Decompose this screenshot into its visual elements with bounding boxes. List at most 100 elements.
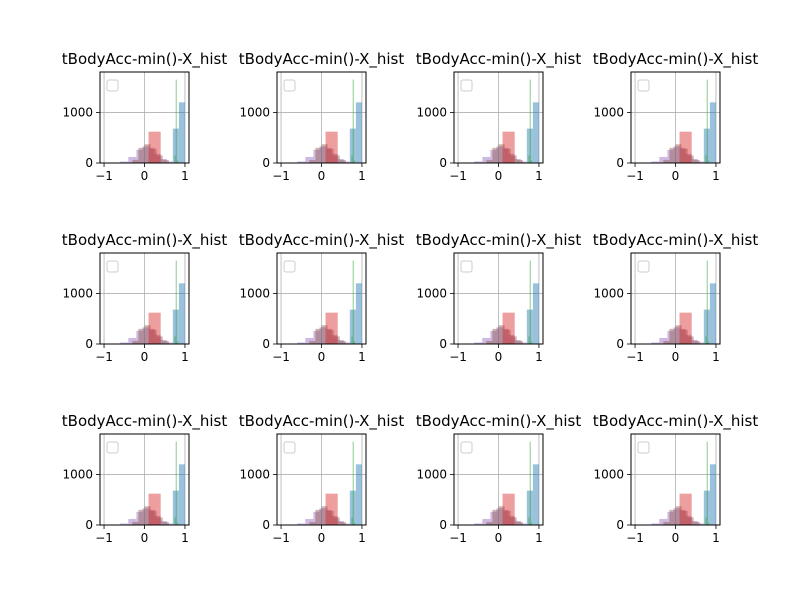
hist-bar	[352, 441, 354, 525]
hist-bar	[673, 146, 680, 163]
hist-bar	[498, 506, 505, 525]
hist-bar	[333, 517, 340, 525]
hist-bar	[514, 158, 521, 163]
hist-bar	[319, 146, 326, 163]
hist-bar	[148, 328, 155, 344]
hist-bar	[529, 441, 531, 525]
hist-bar	[502, 131, 515, 163]
hist-bar	[697, 342, 704, 344]
hist-bar	[504, 148, 511, 163]
hist-bar	[486, 340, 493, 344]
hist-bar	[659, 156, 668, 163]
hist-bar	[138, 147, 145, 163]
hist-bar	[482, 518, 491, 525]
hist-bar	[530, 522, 533, 525]
hist-bar	[337, 339, 344, 344]
hist-bar	[667, 511, 674, 525]
y-tick-label: 0	[85, 156, 93, 170]
hist-bar	[321, 506, 328, 525]
hist-bar	[687, 517, 694, 525]
hist-bar	[510, 155, 517, 163]
hist-bar	[136, 511, 143, 525]
hist-bar	[120, 523, 129, 525]
hist-bar	[156, 155, 163, 163]
x-tick-label: 0	[495, 169, 503, 183]
hist-bar	[687, 336, 694, 344]
hist-bar	[673, 327, 680, 344]
hist-bar	[516, 521, 523, 525]
hist-bar	[693, 340, 700, 344]
hist-bar	[309, 521, 316, 525]
hist-bar	[160, 158, 167, 163]
x-tick-label: 1	[535, 169, 543, 183]
hist-bar	[172, 309, 179, 344]
hist-bar	[325, 509, 332, 525]
subplot-title: tBodyAcc-min()-X_hist	[239, 50, 405, 69]
x-tick-label: 1	[535, 350, 543, 364]
hist-bar	[353, 522, 356, 525]
hist-bar	[297, 342, 306, 344]
hist-bar	[508, 334, 515, 344]
hist-bar	[166, 523, 173, 525]
hist-bar	[327, 510, 334, 525]
hist-bar	[667, 149, 674, 163]
x-tick-label: 0	[495, 531, 503, 545]
y-tick-label: 0	[262, 337, 270, 351]
x-tick-label: 1	[712, 350, 720, 364]
hist-bar	[138, 328, 145, 344]
y-tick-label: 1000	[239, 467, 270, 481]
hist-bar	[659, 518, 668, 525]
hist-bar	[331, 334, 338, 344]
hist-bar	[148, 312, 161, 344]
hist-bar	[679, 328, 686, 344]
y-tick-label: 1000	[62, 105, 93, 119]
x-tick-label: 0	[318, 169, 326, 183]
hist-bar	[132, 340, 139, 344]
hist-bar	[142, 508, 149, 525]
hist-bar	[174, 336, 176, 344]
legend-box	[460, 441, 473, 454]
legend-box	[637, 260, 650, 273]
hist-bar	[679, 509, 686, 525]
subplot-title: tBodyAcc-min()-X_hist	[62, 50, 228, 69]
hist-bar	[526, 490, 533, 525]
hist-bar	[705, 517, 707, 525]
x-tick-label: 1	[358, 169, 366, 183]
hist-bar	[325, 147, 332, 163]
hist-bar	[530, 160, 533, 163]
hist-bar	[148, 509, 155, 525]
hist-bar	[128, 337, 137, 344]
hist-bar	[659, 337, 668, 344]
y-tick-label: 0	[616, 156, 624, 170]
hist-bar	[486, 159, 493, 163]
y-tick-label: 1000	[62, 286, 93, 300]
subplot-title: tBodyAcc-min()-X_hist	[593, 50, 759, 69]
hist-bar	[706, 260, 708, 344]
y-tick-label: 0	[439, 518, 447, 532]
legend-box	[283, 441, 296, 454]
hist-bar	[490, 330, 497, 344]
hist-bar	[705, 336, 707, 344]
hist-bar	[305, 518, 314, 525]
hist-bar	[675, 325, 682, 344]
hist-bar	[532, 102, 539, 163]
hist-bar	[349, 128, 356, 163]
hist-bar	[148, 493, 161, 525]
y-tick-label: 1000	[593, 286, 624, 300]
y-tick-label: 1000	[239, 105, 270, 119]
legend-box	[106, 79, 119, 92]
y-tick-label: 0	[85, 337, 93, 351]
hist-bar	[697, 523, 704, 525]
hist-bar	[136, 330, 143, 344]
subplot-title: tBodyAcc-min()-X_hist	[239, 412, 405, 431]
x-tick-label: −1	[626, 531, 644, 545]
hist-bar	[474, 161, 483, 163]
hist-bar	[315, 147, 322, 163]
hist-bar	[707, 341, 710, 344]
hist-bar	[691, 520, 698, 525]
hist-bar	[150, 329, 157, 344]
